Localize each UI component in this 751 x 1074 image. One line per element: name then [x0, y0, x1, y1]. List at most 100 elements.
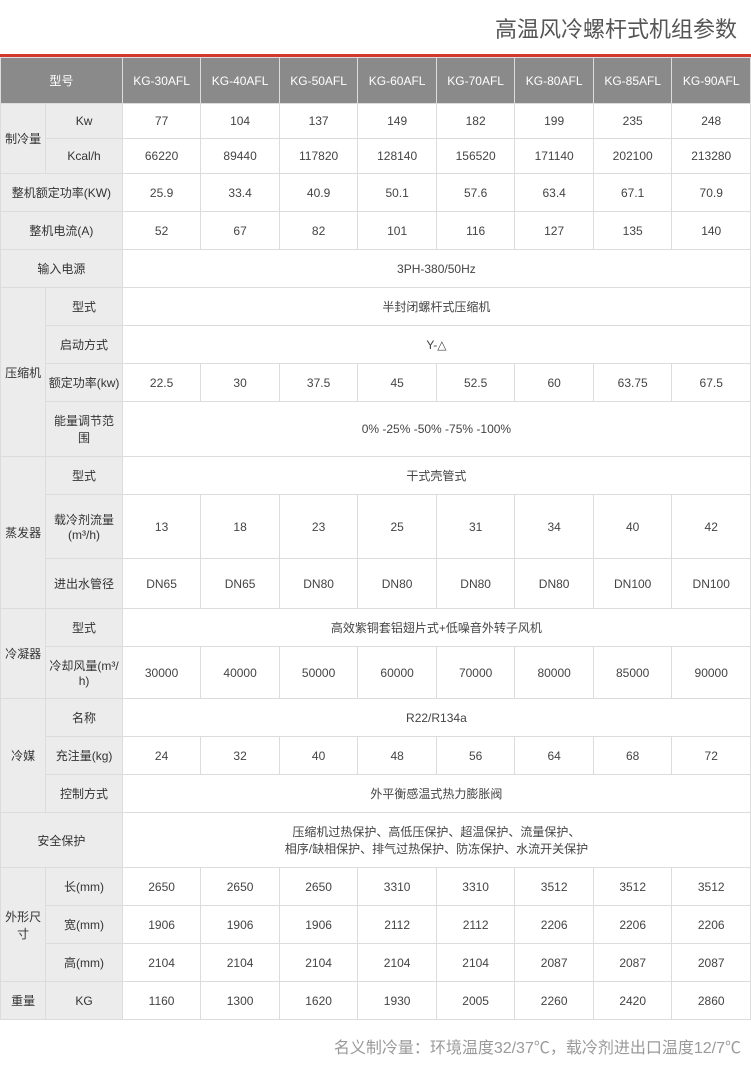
cell: 1906 — [279, 906, 358, 944]
cell: 128140 — [358, 139, 437, 174]
cell: 33.4 — [201, 174, 280, 212]
group-dims: 外形尺寸 — [1, 868, 46, 982]
cell: 2260 — [515, 982, 594, 1020]
cell: 34 — [515, 495, 594, 559]
cell: 135 — [593, 212, 672, 250]
label-comp-type: 型式 — [46, 288, 123, 326]
row-evap-type: 蒸发器 型式 干式壳管式 — [1, 457, 751, 495]
label-kcal: Kcal/h — [46, 139, 123, 174]
label-rated-power: 整机额定功率(KW) — [1, 174, 123, 212]
cell-evap-type: 干式壳管式 — [122, 457, 750, 495]
col-model: 型号 — [1, 58, 123, 104]
cell: 202100 — [593, 139, 672, 174]
spec-table: 型号 KG-30AFL KG-40AFL KG-50AFL KG-60AFL K… — [0, 57, 751, 1020]
cell: 40 — [593, 495, 672, 559]
cell: 24 — [122, 737, 201, 775]
cell: 66220 — [122, 139, 201, 174]
cell: 2005 — [436, 982, 515, 1020]
cell: 60 — [515, 364, 594, 402]
row-refr-charge: 充注量(kg) 24 32 40 48 56 64 68 72 — [1, 737, 751, 775]
label-evap-flow: 载冷剂流量(m³/h) — [46, 495, 123, 559]
cell: 2104 — [122, 944, 201, 982]
cell: 2104 — [279, 944, 358, 982]
cell: 42 — [672, 495, 751, 559]
cell: 25 — [358, 495, 437, 559]
col-m0: KG-30AFL — [122, 58, 201, 104]
cell: 23 — [279, 495, 358, 559]
col-m6: KG-85AFL — [593, 58, 672, 104]
cell: 67.5 — [672, 364, 751, 402]
cell: DN100 — [672, 559, 751, 609]
label-cond-type: 型式 — [46, 609, 123, 647]
cell-refr-name: R22/R134a — [122, 699, 750, 737]
cell: 101 — [358, 212, 437, 250]
cell: 3310 — [436, 868, 515, 906]
cell: 2112 — [358, 906, 437, 944]
label-power-input: 输入电源 — [1, 250, 123, 288]
row-current: 整机电流(A) 52 67 82 101 116 127 135 140 — [1, 212, 751, 250]
cell: 67 — [201, 212, 280, 250]
cell: DN80 — [279, 559, 358, 609]
cell: 45 — [358, 364, 437, 402]
cell-safety: 压缩机过热保护、高低压保护、超温保护、流量保护、 相序/缺相保护、排气过热保护、… — [122, 813, 750, 868]
label-safety: 安全保护 — [1, 813, 123, 868]
cell: 89440 — [201, 139, 280, 174]
cell-refr-ctrl: 外平衡感温式热力膨胀阀 — [122, 775, 750, 813]
cell: 2206 — [593, 906, 672, 944]
safety-line2: 相序/缺相保护、排气过热保护、防冻保护、水流开关保护 — [285, 842, 588, 856]
row-cooling-kw: 制冷量 Kw 77 104 137 149 182 199 235 248 — [1, 104, 751, 139]
cell: 77 — [122, 104, 201, 139]
cell: 40.9 — [279, 174, 358, 212]
cell: 13 — [122, 495, 201, 559]
cell: 82 — [279, 212, 358, 250]
label-refr-ctrl: 控制方式 — [46, 775, 123, 813]
row-dim-hei: 高(mm) 2104 2104 2104 2104 2104 2087 2087… — [1, 944, 751, 982]
cell: 30 — [201, 364, 280, 402]
cell: 52 — [122, 212, 201, 250]
cell: 248 — [672, 104, 751, 139]
cell: 25.9 — [122, 174, 201, 212]
cell: 22.5 — [122, 364, 201, 402]
col-m1: KG-40AFL — [201, 58, 280, 104]
cell: 85000 — [593, 647, 672, 699]
cell: 72 — [672, 737, 751, 775]
col-m4: KG-70AFL — [436, 58, 515, 104]
cell: 1620 — [279, 982, 358, 1020]
safety-line1: 压缩机过热保护、高低压保护、超温保护、流量保护、 — [292, 825, 580, 839]
row-refr-ctrl: 控制方式 外平衡感温式热力膨胀阀 — [1, 775, 751, 813]
cell: 40 — [279, 737, 358, 775]
row-refr-name: 冷媒 名称 R22/R134a — [1, 699, 751, 737]
cell: 3512 — [672, 868, 751, 906]
row-evap-flow: 载冷剂流量(m³/h) 13 18 23 25 31 34 40 42 — [1, 495, 751, 559]
row-safety: 安全保护 压缩机过热保护、高低压保护、超温保护、流量保护、 相序/缺相保护、排气… — [1, 813, 751, 868]
cell: DN100 — [593, 559, 672, 609]
row-dim-wid: 宽(mm) 1906 1906 1906 2112 2112 2206 2206… — [1, 906, 751, 944]
cell: 52.5 — [436, 364, 515, 402]
cell: 18 — [201, 495, 280, 559]
group-condenser: 冷凝器 — [1, 609, 46, 699]
cell: 1906 — [122, 906, 201, 944]
cell: 2206 — [515, 906, 594, 944]
cell: 2206 — [672, 906, 751, 944]
cell: 48 — [358, 737, 437, 775]
col-m5: KG-80AFL — [515, 58, 594, 104]
cell: 37.5 — [279, 364, 358, 402]
cell: 140 — [672, 212, 751, 250]
label-cond-air: 冷却风量(m³/h) — [46, 647, 123, 699]
cell: DN80 — [436, 559, 515, 609]
row-comp-range: 能量调节范围 0% -25% -50% -75% -100% — [1, 402, 751, 457]
cell: 3310 — [358, 868, 437, 906]
cell-comp-start: Y-△ — [122, 326, 750, 364]
label-dim-len: 长(mm) — [46, 868, 123, 906]
cell: 2104 — [358, 944, 437, 982]
cell: 56 — [436, 737, 515, 775]
label-refr-charge: 充注量(kg) — [46, 737, 123, 775]
label-dim-hei: 高(mm) — [46, 944, 123, 982]
row-cond-type: 冷凝器 型式 高效紫铜套铝翅片式+低噪音外转子风机 — [1, 609, 751, 647]
cell-comp-type: 半封闭螺杆式压缩机 — [122, 288, 750, 326]
row-dim-len: 外形尺寸 长(mm) 2650 2650 2650 3310 3310 3512… — [1, 868, 751, 906]
label-dim-wid: 宽(mm) — [46, 906, 123, 944]
cell: DN80 — [358, 559, 437, 609]
cell: DN65 — [122, 559, 201, 609]
header-row: 型号 KG-30AFL KG-40AFL KG-50AFL KG-60AFL K… — [1, 58, 751, 104]
